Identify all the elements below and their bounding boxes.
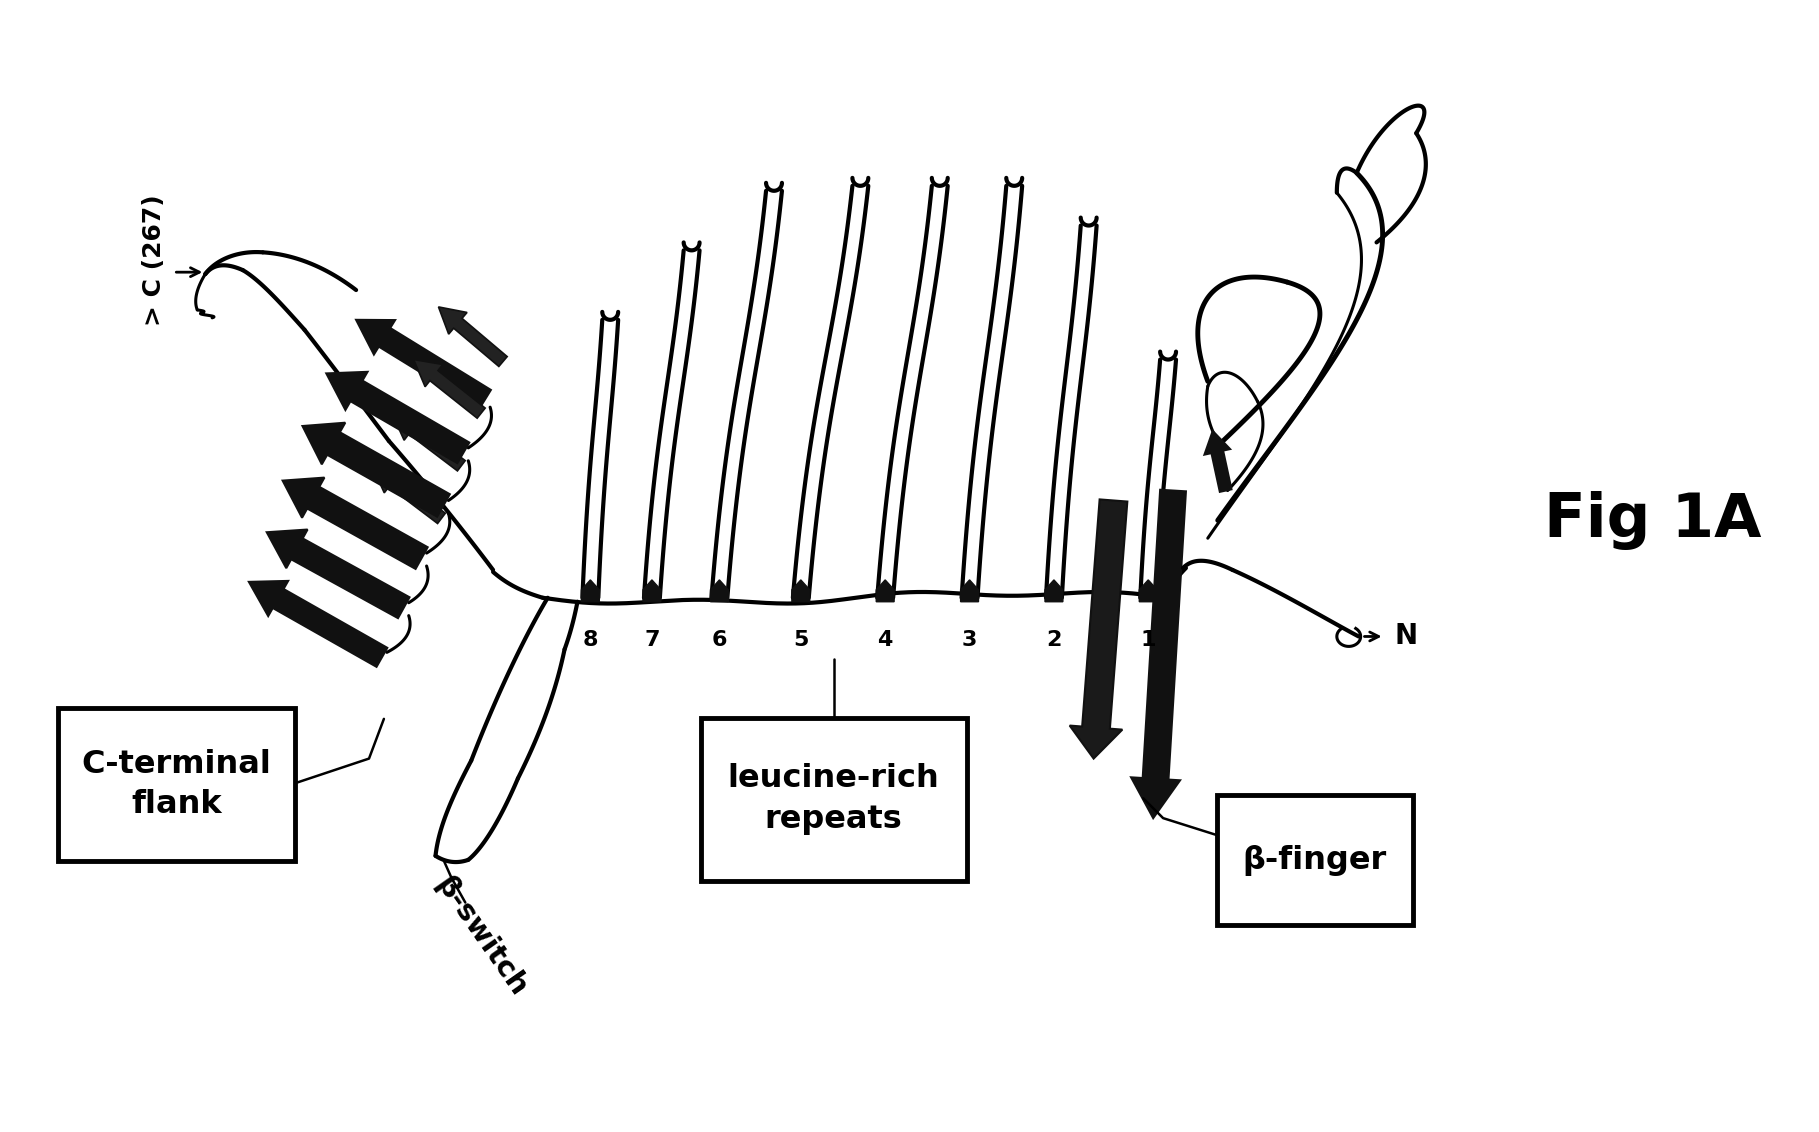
FancyArrow shape	[302, 422, 449, 516]
Polygon shape	[711, 580, 728, 602]
FancyBboxPatch shape	[700, 718, 966, 881]
FancyArrow shape	[282, 478, 427, 569]
Text: Fig 1A: Fig 1A	[1544, 491, 1761, 550]
FancyArrow shape	[391, 413, 466, 471]
FancyArrow shape	[373, 465, 446, 523]
FancyArrow shape	[326, 371, 469, 463]
Text: 2: 2	[1046, 629, 1062, 650]
Text: β-switch: β-switch	[429, 872, 533, 1002]
Polygon shape	[1139, 580, 1157, 602]
FancyArrow shape	[357, 320, 491, 409]
Text: 5: 5	[793, 629, 808, 650]
FancyArrow shape	[413, 360, 486, 418]
Text: 3: 3	[962, 629, 977, 650]
Text: 7: 7	[644, 629, 660, 650]
FancyBboxPatch shape	[1217, 796, 1413, 925]
Polygon shape	[791, 580, 809, 602]
Polygon shape	[642, 580, 660, 602]
Text: 6: 6	[711, 629, 728, 650]
Text: > C (267): > C (267)	[142, 195, 166, 326]
Text: C-terminal
flank: C-terminal flank	[82, 748, 271, 821]
Text: leucine-rich
repeats: leucine-rich repeats	[728, 763, 939, 835]
Polygon shape	[960, 580, 979, 602]
Polygon shape	[877, 580, 895, 602]
Text: 4: 4	[877, 629, 893, 650]
FancyArrow shape	[1070, 499, 1128, 758]
FancyBboxPatch shape	[58, 708, 295, 860]
FancyArrow shape	[267, 530, 409, 618]
FancyArrow shape	[1131, 490, 1186, 818]
Text: 8: 8	[582, 629, 598, 650]
FancyArrow shape	[438, 307, 508, 367]
Text: 1: 1	[1141, 629, 1157, 650]
Polygon shape	[1044, 580, 1062, 602]
Text: β-finger: β-finger	[1242, 846, 1388, 876]
FancyArrow shape	[249, 581, 387, 667]
Polygon shape	[582, 580, 598, 602]
Text: N: N	[1395, 623, 1417, 651]
FancyArrow shape	[1204, 431, 1231, 491]
